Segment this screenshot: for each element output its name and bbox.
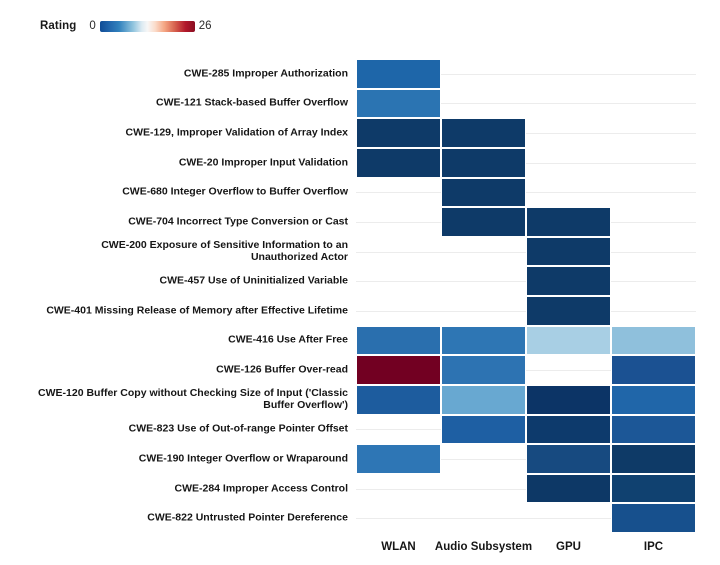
heatmap-cell [526, 414, 611, 445]
heatmap-cell [441, 414, 526, 445]
row-label: CWE-285 Improper Authorization [183, 67, 348, 80]
gridline [356, 192, 696, 194]
row-label: CWE-121 Stack-based Buffer Overflow [156, 97, 348, 110]
heatmap-cell [526, 207, 611, 237]
heatmap-cell [441, 118, 526, 148]
heatmap-cell [611, 444, 696, 474]
legend-gradient-bar [99, 20, 195, 32]
heatmap-cell [356, 88, 441, 119]
heatmap-cell [611, 355, 696, 385]
gridline [356, 133, 696, 135]
row-label: CWE-401 Missing Release of Memory after … [46, 304, 348, 317]
gridline [356, 103, 696, 105]
column-label: IPC [643, 541, 664, 553]
row-label: CWE-284 Improper Access Control [174, 482, 349, 495]
heatmap-cell [526, 266, 611, 296]
heatmap-cell [611, 414, 696, 445]
heatmap-cell [526, 444, 611, 474]
legend-max-tick: 26 [198, 20, 212, 32]
column-label: Audio Subsystem [434, 541, 533, 553]
heatmap-cell [526, 236, 611, 267]
heatmap-cell [356, 118, 441, 148]
heatmap-cell [526, 325, 611, 356]
gridline [356, 162, 696, 164]
column-label: WLAN [381, 541, 416, 553]
row-label: CWE-129, Improper Validation of Array In… [125, 126, 349, 139]
heatmap-cell [356, 147, 441, 178]
row-label: CWE-823 Use of Out-of-range Pointer Offs… [128, 422, 348, 435]
heatmap-cell [526, 473, 611, 504]
heatmap-cell [441, 325, 526, 356]
heatmap-cell [441, 207, 526, 237]
color-legend: Rating 0 26 [40, 20, 212, 32]
row-label: CWE-822 Untrusted Pointer Dereference [147, 511, 348, 524]
heatmap-cell [356, 325, 441, 356]
heatmap-cell [611, 325, 696, 356]
heatmap-cell [356, 384, 441, 415]
row-label: CWE-704 Incorrect Type Conversion or Cas… [128, 215, 348, 228]
gridline [356, 370, 696, 372]
row-label: CWE-126 Buffer Over-read [216, 363, 348, 376]
heatmap-cell [356, 59, 441, 89]
row-label: CWE-20 Improper Input Validation [178, 156, 348, 169]
legend-title: Rating [40, 20, 77, 32]
heatmap-cell [611, 503, 696, 533]
heatmap-cell [356, 444, 441, 474]
heatmap-cell [441, 355, 526, 385]
row-label: CWE-190 Integer Overflow or Wraparound [138, 452, 348, 465]
legend-min-tick: 0 [89, 20, 96, 32]
heatmap-cell [526, 296, 611, 326]
heatmap-cell [441, 384, 526, 415]
row-label: CWE-200 Exposure of Sensitive Informatio… [101, 238, 348, 264]
gridline [356, 518, 696, 520]
heatmap-cell [441, 147, 526, 178]
row-label: CWE-416 Use After Free [228, 334, 348, 347]
row-label: CWE-680 Integer Overflow to Buffer Overf… [122, 185, 348, 198]
gridline [356, 73, 696, 75]
heatmap-cell [611, 384, 696, 415]
row-label: CWE-457 Use of Uninitialized Variable [159, 274, 348, 287]
row-label: CWE-120 Buffer Copy without Checking Siz… [38, 386, 348, 412]
heatmap-cell [441, 177, 526, 208]
column-label: GPU [556, 541, 581, 553]
heatmap-cell [611, 473, 696, 504]
heatmap-cell [526, 384, 611, 415]
heatmap-cell [356, 355, 441, 385]
